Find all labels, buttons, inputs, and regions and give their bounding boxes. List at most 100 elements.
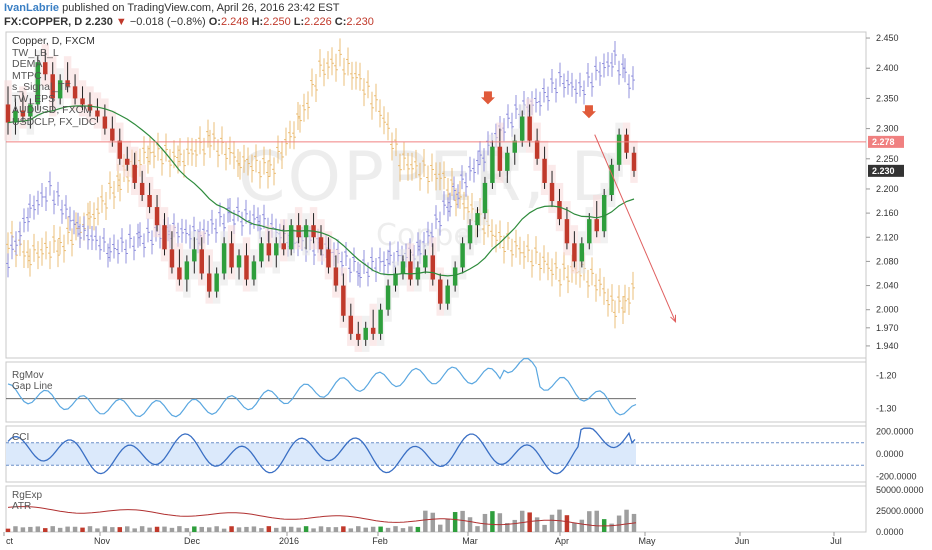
volume-bar — [117, 527, 123, 532]
volume-bar — [288, 526, 294, 532]
candle-body — [326, 249, 331, 268]
down-arrow-icon: ▼ — [115, 16, 127, 28]
sell-signal-arrow-icon — [480, 91, 495, 105]
candle-body — [616, 134, 622, 165]
legend-item[interactable]: USDCLP, FX_IDC — [12, 115, 97, 128]
high-label: H: — [251, 16, 264, 28]
volume-bar — [519, 510, 525, 532]
volume-bar — [385, 527, 391, 532]
x-tick-label: Mar — [462, 536, 478, 546]
volume-bar — [445, 518, 450, 532]
volume-bar — [341, 526, 346, 532]
candle-body — [259, 243, 264, 262]
candle-body — [184, 261, 190, 280]
volume-bar — [206, 527, 212, 532]
candle-body — [266, 243, 272, 256]
volume-bar — [370, 526, 376, 532]
volume-bar — [624, 509, 629, 532]
candle-body — [549, 182, 555, 202]
publish-info: IvanLabrie published on TradingView.com,… — [4, 2, 340, 14]
candle-body — [274, 243, 279, 256]
volume-bar — [65, 526, 70, 532]
candle-body — [490, 146, 495, 183]
volume-bar — [311, 528, 316, 532]
volume-bar — [154, 526, 160, 532]
y-tick-label: 2.160 — [876, 208, 899, 218]
legend-item[interactable]: MTPC — [12, 69, 42, 82]
volume-bar — [214, 526, 219, 532]
candle-body — [206, 273, 212, 292]
legend-item[interactable]: DEMA — [12, 58, 43, 70]
candle-body — [356, 333, 361, 340]
candle-body — [65, 80, 70, 87]
candle-body — [102, 116, 108, 129]
author-link[interactable]: IvanLabrie — [4, 2, 60, 14]
rgmov-legend: RgMov Gap Line — [12, 370, 53, 392]
volume-bar — [393, 526, 398, 532]
volume-bar — [199, 526, 204, 532]
volume-bar — [266, 526, 272, 532]
x-tick-label: ct — [6, 536, 14, 546]
legend-symbol[interactable]: Copper, D, FXCM — [12, 35, 95, 47]
y-tick-label: 2.120 — [876, 232, 899, 242]
volume-bar — [72, 526, 78, 532]
y-tick-label: 1.970 — [876, 323, 899, 333]
candle-body — [110, 128, 115, 141]
candle-body — [341, 285, 346, 316]
volume-bar — [482, 513, 488, 532]
volume-bar — [594, 510, 599, 532]
close-value: 2.230 — [346, 16, 374, 28]
candle-body — [20, 110, 26, 117]
candle-body — [467, 225, 473, 244]
publish-text: published on TradingView.com, April 26, … — [62, 2, 340, 14]
rgmov-label[interactable]: RgMov — [12, 370, 44, 381]
cci-y-tick-label: -200.0000 — [876, 471, 917, 481]
candle-body — [594, 219, 599, 232]
gapline-label[interactable]: Gap Line — [12, 381, 53, 392]
candle-body — [534, 140, 540, 159]
candle-body — [13, 110, 18, 123]
legend-item[interactable]: TW_EPS — [12, 92, 56, 105]
volume-bar — [378, 526, 383, 532]
rgexp-y-tick-label: 25000.0000 — [876, 506, 924, 516]
volume-bar — [579, 519, 585, 532]
candle-body — [43, 62, 48, 75]
volume-bar — [475, 526, 480, 532]
cci-y-tick-label: 200.0000 — [876, 427, 914, 437]
symbol-label: FX:COPPER, D — [4, 16, 83, 28]
candle-body — [482, 182, 488, 214]
legend-item[interactable]: s_Signal_TF — [12, 81, 71, 93]
legend-item[interactable]: AUDUSD, FXCM — [12, 104, 92, 116]
low-value: 2.226 — [304, 16, 332, 28]
candle-body — [438, 279, 443, 304]
volume-bar — [467, 517, 473, 532]
volume-bar — [408, 526, 413, 532]
candle-body — [542, 158, 547, 183]
cci-label[interactable]: CCI — [12, 432, 30, 443]
candle-body — [333, 267, 339, 286]
rgexp-label[interactable]: RgExp — [12, 490, 43, 501]
legend-item[interactable]: TW_LB_L — [12, 46, 59, 59]
candle-body — [378, 309, 383, 334]
candle-body — [505, 152, 510, 171]
volume-bar — [549, 514, 555, 532]
rgmov-y-tick-label: -1.20 — [876, 370, 897, 380]
volume-bar — [132, 528, 137, 532]
rgmov-y-tick-label: -1.30 — [876, 404, 897, 414]
ohlc-line: FX:COPPER, D 2.230 ▼ −0.018 (−0.8%) O:2.… — [4, 16, 374, 28]
cci-legend: CCI — [12, 432, 29, 443]
volume-bar — [162, 526, 167, 532]
atr-label[interactable]: ATR — [12, 501, 32, 512]
candle-body — [303, 225, 309, 238]
last-price: 2.230 — [85, 16, 113, 28]
volume-bar — [57, 527, 63, 532]
candle-body — [318, 237, 324, 250]
x-tick-label: May — [638, 536, 656, 546]
candle-body — [251, 261, 257, 280]
volume-bar — [348, 528, 354, 532]
candle-body — [132, 164, 137, 183]
candle-body — [452, 267, 458, 286]
volume-bar — [505, 523, 510, 532]
candle-body — [460, 243, 465, 268]
